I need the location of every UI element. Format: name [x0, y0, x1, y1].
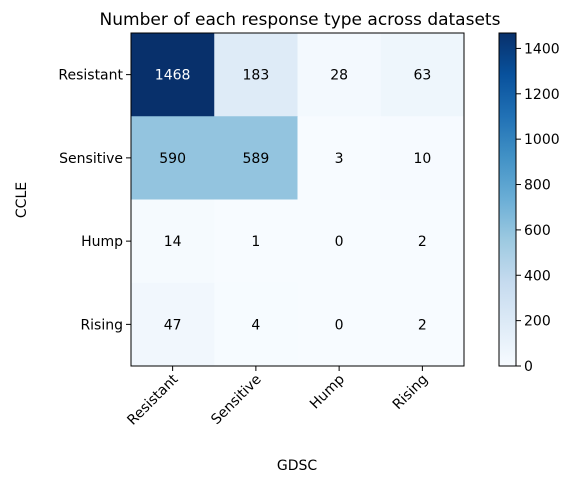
colorbar-ticks: 0 200 400 600 800 1000 1200 1400	[516, 41, 560, 375]
cell-value-label: 0	[335, 317, 344, 333]
cell-value-label: 589	[243, 151, 270, 167]
x-axis-ticks: Resistant Sensitive Hump Rising	[124, 366, 431, 429]
x-tick-label: Hump	[307, 371, 348, 412]
y-tick-label: Sensitive	[59, 151, 123, 167]
heatmap-cell	[214, 33, 298, 117]
cell-value-label: 1	[251, 234, 260, 250]
cell-value-label: 10	[413, 151, 431, 167]
cell-value-label: 3	[335, 151, 344, 167]
y-tick-label: Hump	[81, 234, 123, 250]
y-axis-ticks: Resistant Sensitive Hump Rising	[58, 68, 131, 333]
cell-value-label: 4	[251, 317, 260, 333]
x-tick-label: Resistant	[124, 371, 181, 428]
cell-value-label: 0	[335, 234, 344, 250]
cell-value-label: 2	[418, 234, 427, 250]
heatmap-cell	[214, 116, 298, 200]
heatmap-cell	[380, 33, 465, 117]
cell-value-label: 28	[330, 68, 348, 84]
heatmap-cell	[380, 282, 465, 367]
cell-value-label: 590	[159, 151, 186, 167]
y-tick-label: Resistant	[58, 68, 123, 84]
colorbar-tick-label: 600	[524, 223, 551, 239]
colorbar-tick-label: 200	[524, 314, 551, 330]
plot-frame	[130, 32, 465, 367]
y-axis-label: CCLE	[14, 182, 30, 218]
cell-value-label: 183	[243, 68, 270, 84]
colorbar-tick-label: 0	[524, 359, 533, 375]
heatmap-cell	[297, 116, 382, 200]
colorbar-tick-label: 1400	[524, 41, 560, 57]
heatmap-cell	[214, 282, 298, 367]
heatmap-cell	[131, 33, 215, 117]
heatmap-cell	[214, 199, 298, 284]
chart-title: Number of each response type across data…	[100, 10, 501, 30]
heatmap-cells	[131, 33, 465, 367]
heatmap-cell	[297, 282, 382, 367]
cell-value-label: 63	[413, 68, 431, 84]
cell-value-label: 2	[418, 317, 427, 333]
colorbar	[498, 32, 517, 367]
x-tick-label: Sensitive	[208, 372, 264, 428]
heatmap-cell	[380, 116, 465, 200]
x-axis-label: GDSC	[277, 458, 318, 474]
heatmap-cell	[297, 199, 382, 284]
cell-value-label: 47	[164, 317, 182, 333]
heatmap-cell	[131, 199, 215, 284]
heatmap-cell	[297, 33, 382, 117]
colorbar-tick-label: 1200	[524, 87, 560, 103]
x-tick-label: Rising	[390, 372, 431, 413]
colorbar-tick-label: 1000	[524, 132, 560, 148]
y-tick-label: Rising	[80, 317, 123, 333]
colorbar-tick-label: 800	[524, 178, 551, 194]
heatmap-cell	[131, 282, 215, 367]
heatmap-cell	[131, 116, 215, 200]
cell-value-label: 1468	[155, 68, 191, 84]
colorbar-tick-label: 400	[524, 268, 551, 284]
heatmap-cell	[380, 199, 465, 284]
cell-value-label: 14	[164, 234, 182, 250]
